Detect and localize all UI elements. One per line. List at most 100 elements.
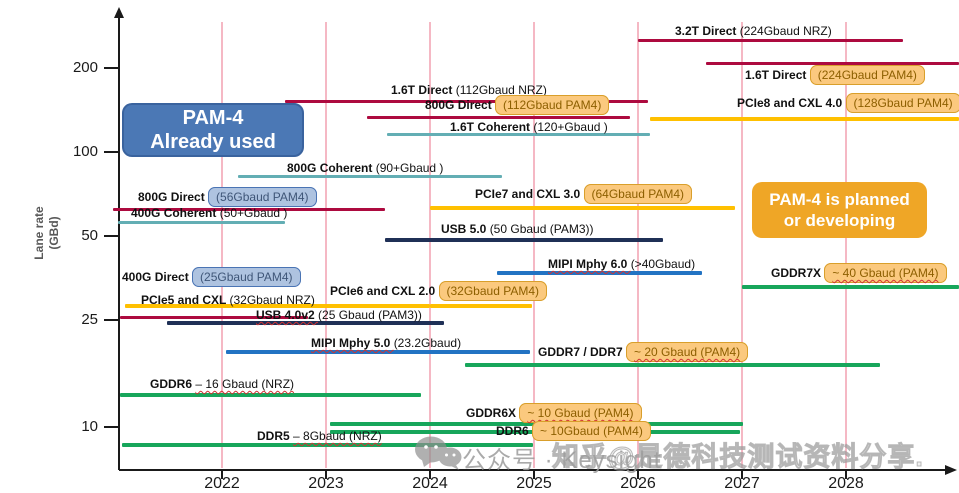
ddr6-value-highlight: ~ 10Gbaud (PAM4) xyxy=(532,421,651,441)
mipi-mphy5-label: MIPI Mphy 5.0 (23.2Gbaud) xyxy=(311,336,461,351)
y-axis-line xyxy=(118,18,120,470)
eth-3p2t-direct-label: 3.2T Direct (224Gbaud NRZ) xyxy=(675,24,832,39)
eth-800g-direct-56-name: 800G Direct xyxy=(138,190,209,204)
eth-1p6t-direct-nrz-value: (112Gbaud NRZ) xyxy=(455,83,547,97)
ddr5-value: – 8Gbaud (NRZ) xyxy=(293,429,382,443)
pcie8-cxl4-line xyxy=(650,117,959,121)
gddr6-name: GDDR6 xyxy=(150,377,196,391)
callout-planned-line1: PAM-4 is planned xyxy=(769,189,910,209)
y-tick-label-25: 25 xyxy=(81,311,98,328)
ddr6-name: DDR6 xyxy=(496,424,533,438)
gddr6-value: – 16 Gbaud (NRZ) xyxy=(195,377,295,391)
year-gridline-2026 xyxy=(637,22,639,468)
eth-1p6t-coherent-name: 1.6T Coherent xyxy=(450,120,534,134)
pcie6-cxl2-name: PCIe6 and CXL 2.0 xyxy=(330,284,439,298)
eth-800g-direct-56-line xyxy=(113,207,385,211)
eth-400g-coherent-value: (50+Gbaud ) xyxy=(219,206,288,220)
pcie5-cxl-line xyxy=(125,304,430,308)
mipi-mphy5-value: (23.2Gbaud) xyxy=(393,336,462,350)
mipi-mphy6-value: (>40Gbaud) xyxy=(630,257,696,271)
pcie7-cxl3-name: PCIe7 and CXL 3.0 xyxy=(475,187,584,201)
x-axis-arrow-icon xyxy=(945,465,957,475)
eth-3p2t-direct-name: 3.2T Direct xyxy=(675,24,740,38)
eth-3p2t-direct-line xyxy=(638,38,903,42)
eth-1p6t-direct-pam4-value-highlight: (224Gbaud PAM4) xyxy=(809,65,925,85)
x-tick-label-2024: 2024 xyxy=(412,475,448,492)
eth-400g-direct-label: 400G Direct (25Gbaud PAM4) xyxy=(122,267,301,287)
eth-800g-direct-56-label: 800G Direct (56Gbaud PAM4) xyxy=(138,187,317,207)
year-gridline-2028 xyxy=(845,22,847,468)
pcie8-cxl4-label: PCIe8 and CXL 4.0 (128Gbaud PAM4) xyxy=(737,93,959,113)
pcie6-cxl2-label: PCIe6 and CXL 2.0 (32Gbaud PAM4) xyxy=(330,281,547,301)
gddr6x-value-highlight: ~ 10 Gbaud (PAM4) xyxy=(519,403,642,423)
eth-3p2t-direct-value: (224Gbaud NRZ) xyxy=(739,24,832,38)
mipi-mphy5-line xyxy=(226,350,530,354)
y-tick-50 xyxy=(104,235,119,237)
eth-800g-coherent-line xyxy=(238,174,502,178)
usb5-line xyxy=(385,238,663,242)
y-tick-10 xyxy=(104,426,119,428)
y-axis-arrow-icon xyxy=(114,7,124,18)
eth-1p6t-coherent-label: 1.6T Coherent (120+Gbaud ) xyxy=(450,120,608,135)
pcie7-cxl3-line xyxy=(430,206,735,210)
callout-already-line2: Already used xyxy=(150,131,276,153)
year-gridline-2023 xyxy=(325,22,327,468)
eth-1p6t-direct-nrz-label: 1.6T Direct (112Gbaud NRZ) xyxy=(391,83,547,98)
x-tick-label-2028: 2028 xyxy=(828,475,864,492)
x-tick-label-2027: 2027 xyxy=(724,475,760,492)
eth-800g-coherent-label: 800G Coherent (90+Gbaud ) xyxy=(287,161,443,176)
usb4v2-value: (25 Gbaud (PAM3)) xyxy=(318,308,422,322)
gddr7x-name: GDDR7X xyxy=(771,266,825,280)
eth-800g-coherent-value: (90+Gbaud ) xyxy=(375,161,444,175)
ddr6-label: DDR6 ~ 10Gbaud (PAM4) xyxy=(496,421,651,441)
year-gridline-2022 xyxy=(221,22,223,468)
wechat-logo-icon xyxy=(415,436,462,470)
usb4v2-label: USB 4.0v2 (25 Gbaud (PAM3)) xyxy=(256,308,422,323)
eth-1p6t-coherent-value: (120+Gbaud ) xyxy=(533,120,608,134)
x-tick-label-2025: 2025 xyxy=(516,475,552,492)
pcie7-cxl3-label: PCIe7 and CXL 3.0 (64Gbaud PAM4) xyxy=(475,184,692,204)
gddr7x-value-highlight: ~ 40 Gbaud (PAM4) xyxy=(824,263,947,283)
mipi-mphy6-name: MIPI Mphy 6.0 xyxy=(548,257,631,271)
eth-1p6t-direct-pam4-line xyxy=(706,61,959,65)
x-tick-2024 xyxy=(429,470,431,479)
gddr7-ddr7-label: GDDR7 / DDR7 ~ 20 Gbaud (PAM4) xyxy=(538,342,749,362)
gddr7x-label: GDDR7X ~ 40 Gbaud (PAM4) xyxy=(771,263,947,283)
ddr5-name: DDR5 xyxy=(257,429,294,443)
eth-400g-coherent-name: 400G Coherent xyxy=(131,206,220,220)
gddr6-label: GDDR6 – 16 Gbaud (NRZ) xyxy=(150,377,294,392)
usb4v2-name: USB 4.0v2 xyxy=(256,308,319,322)
pcie5-cxl-value: (32Gbaud NRZ) xyxy=(229,293,315,307)
pcie5-cxl-label: PCIe5 and CXL (32Gbaud NRZ) xyxy=(141,293,315,308)
x-tick-2026 xyxy=(637,470,639,479)
callout-pam4-planned: PAM-4 is planned or developing xyxy=(752,182,927,238)
gddr6x-label: GDDR6X ~ 10 Gbaud (PAM4) xyxy=(466,403,642,423)
y-tick-100 xyxy=(104,151,119,153)
pcie7-cxl3-value-highlight: (64Gbaud PAM4) xyxy=(583,184,692,204)
eth-400g-coherent-label: 400G Coherent (50+Gbaud ) xyxy=(131,206,287,221)
y-tick-25 xyxy=(104,319,119,321)
ddr5-label: DDR5 – 8Gbaud (NRZ) xyxy=(257,429,382,444)
year-gridline-2027 xyxy=(741,22,743,468)
pcie8-cxl4-name: PCIe8 and CXL 4.0 xyxy=(737,96,846,110)
usb5-label: USB 5.0 (50 Gbaud (PAM3)) xyxy=(441,222,594,237)
pcie6-cxl2-line xyxy=(430,304,532,308)
pcie6-cxl2-value-highlight: (32Gbaud PAM4) xyxy=(438,281,547,301)
usb5-name: USB 5.0 xyxy=(441,222,490,236)
eth-400g-coherent-line xyxy=(118,220,285,224)
usb5-value: (50 Gbaud (PAM3)) xyxy=(489,222,594,236)
eth-1p6t-direct-nrz-name: 1.6T Direct xyxy=(391,83,456,97)
pcie8-cxl4-value-highlight: (128Gbaud PAM4) xyxy=(845,93,959,113)
y-tick-200 xyxy=(104,67,119,69)
x-tick-2022 xyxy=(221,470,223,479)
eth-400g-direct-name: 400G Direct xyxy=(122,270,193,284)
eth-1p6t-direct-pam4-label: 1.6T Direct (224Gbaud PAM4) xyxy=(745,65,925,85)
mipi-mphy5-name: MIPI Mphy 5.0 xyxy=(311,336,394,350)
gddr6x-name: GDDR6X xyxy=(466,406,520,420)
eth-800g-direct-112-line xyxy=(367,115,630,119)
year-gridline-2024 xyxy=(429,22,431,468)
year-gridline-2025 xyxy=(533,22,535,468)
eth-400g-direct-line xyxy=(120,315,308,319)
callout-pam4-already-used: PAM-4 Already used xyxy=(122,103,304,157)
